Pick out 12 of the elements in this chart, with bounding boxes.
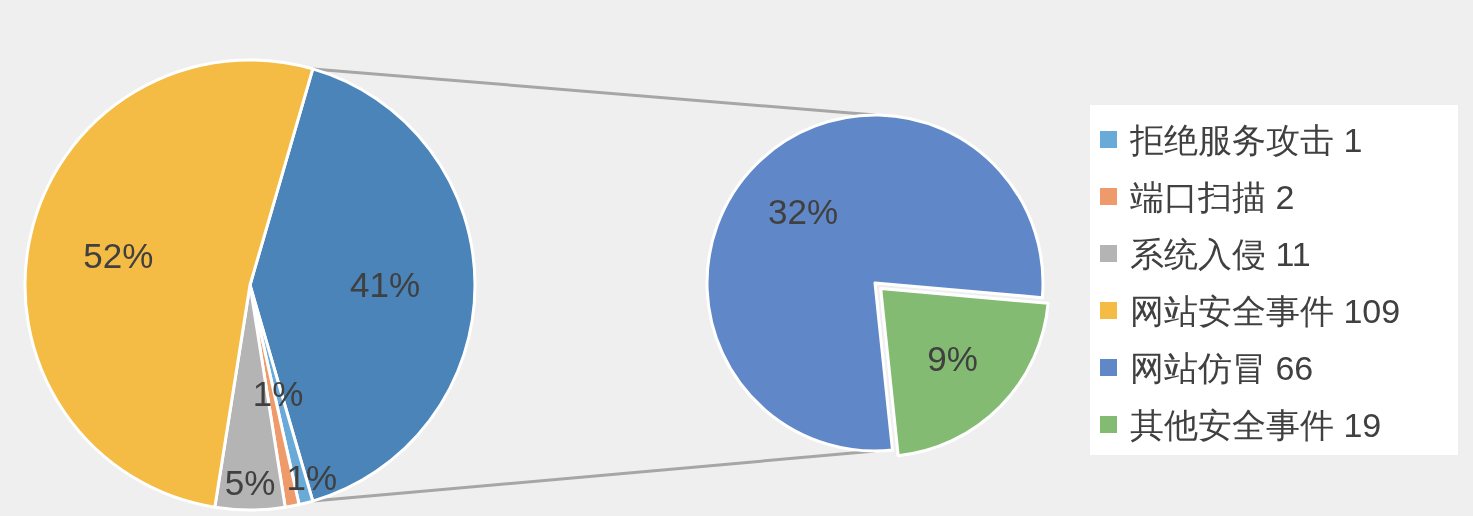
legend-label: 其他安全事件 19 — [1130, 406, 1382, 444]
legend-label: 网站安全事件 109 — [1130, 292, 1401, 330]
legend-label: 系统入侵 11 — [1130, 235, 1311, 273]
data-label: 9% — [927, 339, 978, 379]
data-label: 52% — [83, 235, 154, 275]
legend-label: 拒绝服务攻击 1 — [1129, 121, 1363, 159]
legend-label: 网站仿冒 66 — [1130, 349, 1314, 387]
data-label: 1% — [252, 373, 304, 413]
data-label: 41% — [349, 265, 421, 304]
data-label: 5% — [224, 463, 276, 502]
data-label: 32% — [768, 192, 839, 232]
legend-label: 端口扫描 2 — [1130, 178, 1295, 216]
